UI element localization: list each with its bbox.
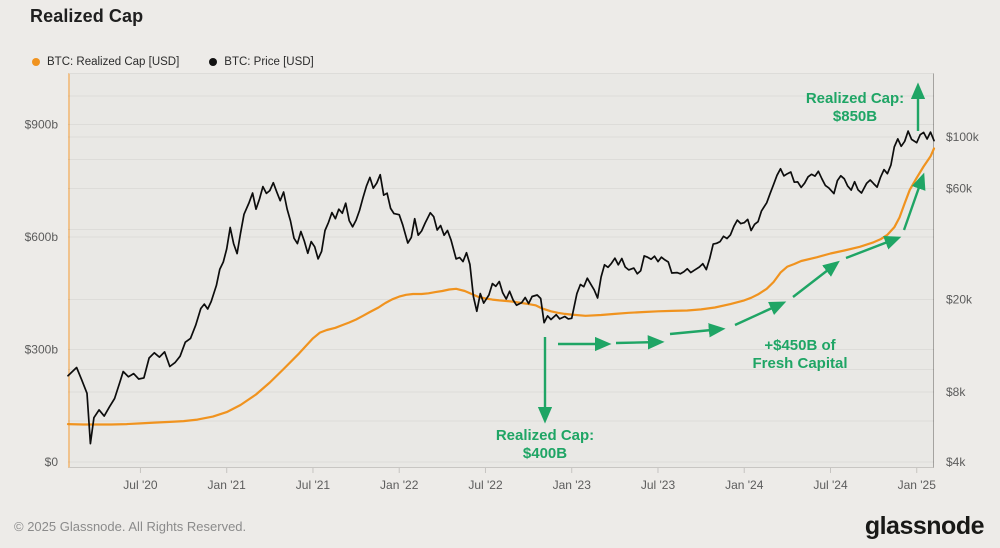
glassnode-logo: glassnode — [864, 512, 985, 540]
right-axis-label: $8k — [946, 385, 966, 399]
annotation-realized-cap-400b: Realized Cap: $400B — [495, 427, 595, 462]
x-axis-label: Jan '25 — [898, 478, 937, 492]
x-axis-label: Jan '21 — [208, 478, 247, 492]
x-axis-label: Jul '23 — [641, 478, 676, 492]
legend-dot-icon — [32, 58, 40, 66]
page-title: Realized Cap — [30, 6, 144, 26]
legend-dot-icon — [209, 58, 218, 66]
x-axis-label: Jul '24 — [813, 478, 848, 492]
right-axis-label: $60k — [946, 182, 973, 196]
right-axis-label: $20k — [946, 292, 973, 306]
x-axis-label: Jul '20 — [123, 478, 158, 492]
chart-plot-area — [68, 73, 934, 468]
legend-item-price[interactable]: BTC: Price [USD] — [209, 56, 314, 68]
right-axis-label: $100k — [946, 130, 980, 144]
left-axis-label: $600b — [25, 230, 59, 244]
annotation-realized-cap-850b: Realized Cap: $850B — [805, 90, 905, 125]
right-axis-label: $4k — [946, 455, 966, 469]
legend-item-realized-cap[interactable]: BTC: Realized Cap [USD] — [32, 56, 179, 68]
left-axis-label: $900b — [25, 118, 59, 132]
x-axis-label: Jan '23 — [553, 478, 592, 492]
left-axis-label: $0 — [45, 455, 59, 469]
annotation-fresh-capital-450b: +$450B of Fresh Capital — [752, 337, 848, 372]
chart-legend: BTC: Realized Cap [USD] BTC: Price [USD] — [32, 56, 314, 68]
legend-label-realized-cap: BTC: Realized Cap [USD] — [47, 56, 180, 68]
copyright-text: © 2025 Glassnode. All Rights Reserved. — [14, 519, 247, 534]
legend-label-price: BTC: Price [USD] — [224, 56, 314, 68]
x-axis-label: Jan '24 — [725, 478, 764, 492]
x-axis-label: Jul '22 — [468, 478, 503, 492]
x-axis-label: Jan '22 — [380, 478, 419, 492]
left-axis-label: $300b — [25, 343, 59, 357]
x-axis-label: Jul '21 — [296, 478, 331, 492]
